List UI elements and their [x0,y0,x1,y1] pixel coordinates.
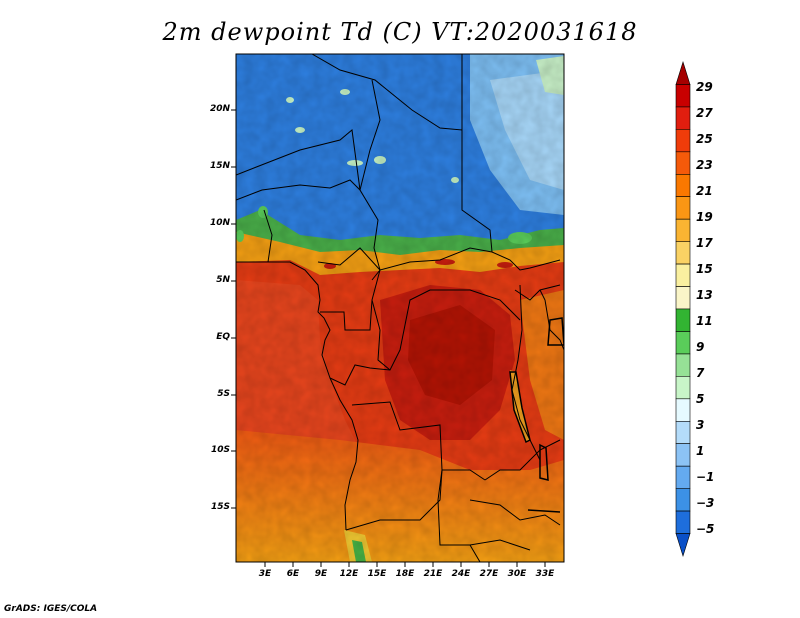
border-angola-namibia [345,469,443,531]
colorbar-label: −5 [696,522,715,536]
colorbar-segment [675,443,691,467]
lon-label-33e: 33E [535,569,555,579]
lat-label-10s: 10S [210,445,230,455]
lat-label-5s: 5S [217,389,230,399]
colorbar-segment [675,196,691,220]
lake-tanganyika-shore [509,371,531,444]
map-title: 2m dewpoint Td (C) VT:2020031618 [162,18,638,46]
lake-malawi-shore [539,443,549,481]
lake-victoria-shore [547,317,564,346]
colorbar-label: 19 [696,210,713,224]
colorbar-label: 25 [696,132,713,146]
colorbar-segment [675,510,691,534]
border-zambia [484,439,561,481]
colorbar-segment [675,84,691,108]
border-benin-togo [263,209,273,263]
lon-label-9e: 9E [314,569,328,579]
lon-label-3e: 3E [258,569,272,579]
lake-kariba-shore [527,509,561,513]
lon-label-27e: 27E [479,569,499,579]
border-south-africa [469,544,481,562]
lon-label-15e: 15E [367,569,387,579]
lon-label-30e: 30E [507,569,527,579]
colorbar-segment [675,129,691,153]
border-botswana [437,469,531,551]
lat-label-15n: 15N [209,161,230,171]
colorbar-segment [675,420,691,445]
lat-label-eq: EQ [216,332,230,342]
lat-label-10n: 10N [209,218,230,228]
lon-label-21e: 21E [423,569,443,579]
border-gabon [320,299,373,331]
colorbar-segment [675,376,691,400]
lon-label-12e: 12E [339,569,359,579]
colorbar-label: 15 [696,262,713,276]
border-algeria-niger [236,129,361,191]
colorbar-segment [675,465,691,489]
map-field [236,54,564,562]
colorbar-segment [675,353,691,377]
colorbar-label: 27 [696,106,713,120]
boundaries [236,54,564,562]
colorbar-segment [675,286,691,310]
border-zambia-zimbabwe [469,499,561,526]
colorbar-segment [675,488,691,512]
border-nigeria-cameroon [317,247,381,271]
border-car-south [379,247,561,271]
lon-ticks [264,562,546,567]
colorbar-segment [675,331,691,355]
colorbar-label: 9 [696,340,705,354]
border-south-sudan [514,284,561,301]
colorbar-label: 3 [696,418,705,432]
border-angola-drc [351,401,486,481]
lat-ticks [231,109,236,509]
colorbar-label: 23 [696,158,713,172]
colorbar-segment [675,151,691,175]
colorbar-label: 17 [696,236,713,250]
colorbar-segment [675,533,691,558]
border-cameroon-congo [371,269,391,371]
grads-credit: GrADS: IGES/COLA [4,604,98,614]
colorbar-label: −3 [696,496,715,510]
colorbar-label: 5 [696,392,705,406]
lat-label-20n: 20N [209,104,230,114]
border-niger-chad [359,79,381,281]
border-mali-niger [236,179,361,201]
colorbar-segment [675,106,691,130]
coastline [236,261,359,531]
colorbar-segment [675,60,691,85]
map-frame [235,53,565,563]
colorbar-label: 13 [696,288,713,302]
lon-label-6e: 6E [286,569,300,579]
colorbar-segment [675,398,691,422]
lon-label-24e: 24E [451,569,471,579]
border-congo-drc [329,289,521,386]
lat-label-15s: 15S [210,502,230,512]
colorbar-segment [675,173,691,198]
colorbar-label: 7 [696,366,705,380]
colorbar [675,60,691,558]
colorbar-label: 11 [696,314,713,328]
colorbar-segment [675,241,691,265]
colorbar-label: 21 [696,184,713,198]
border-uganda-kenya [539,289,564,351]
colorbar-segment [675,308,691,332]
lat-label-5n: 5N [216,275,230,285]
border-chad-sudan [461,112,493,253]
field-texture [236,54,564,562]
colorbar-label: −1 [696,470,715,484]
colorbar-label: 1 [696,444,705,458]
lon-label-18e: 18E [395,569,415,579]
colorbar-segment [675,263,691,287]
colorbar-label: 29 [696,80,713,94]
colorbar-segment [675,218,691,242]
